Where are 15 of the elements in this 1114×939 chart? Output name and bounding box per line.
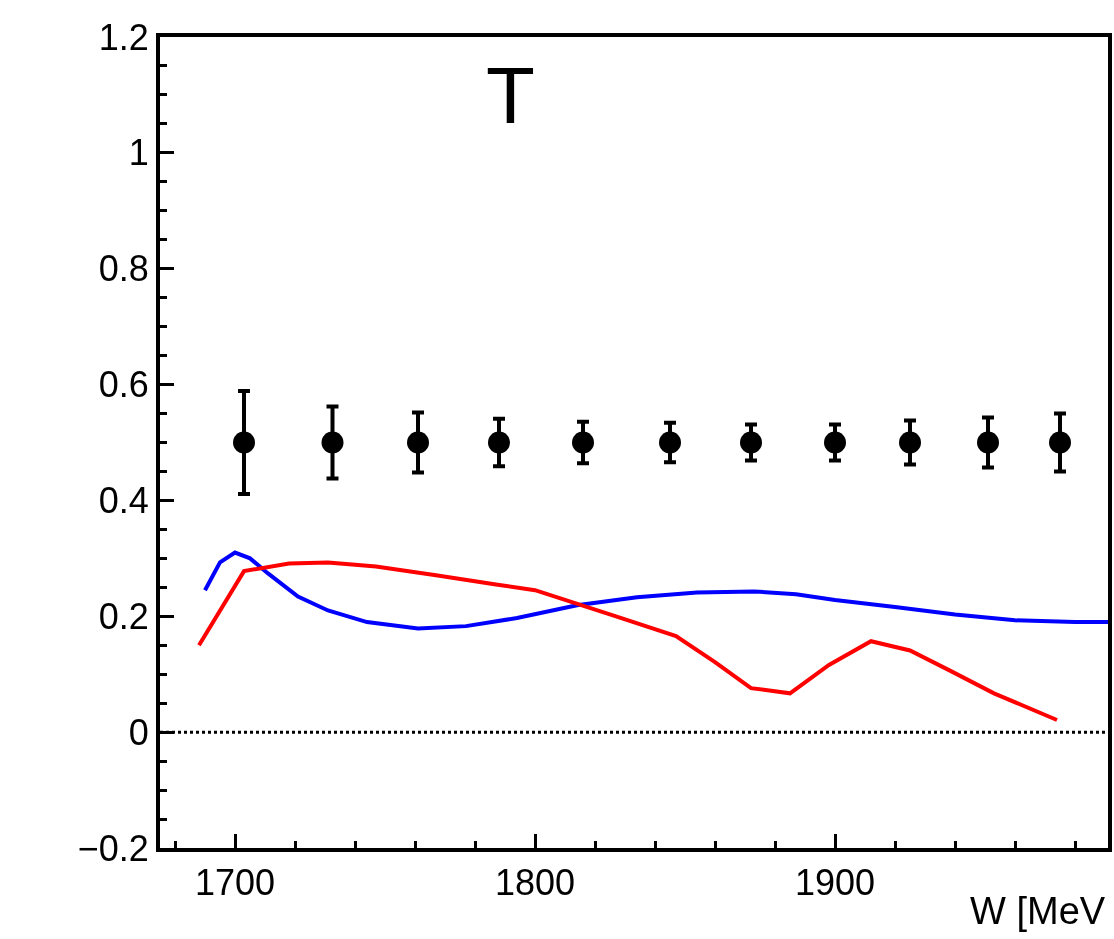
y-tick-label: 0.4 [98,480,149,522]
x-tick-label: 1800 [494,862,576,904]
line-series [203,550,1108,631]
chart-title: T [486,51,535,140]
x-axis-title: W [MeV [970,890,1106,932]
y-tick-label: 1.2 [98,16,149,58]
y-tick-label: −0.2 [77,827,149,869]
y-tick-label: 0 [128,711,149,753]
line-series [197,560,1059,722]
x-tick-label: 1900 [794,862,876,904]
y-tick-label: 1 [128,132,149,174]
y-tick-label: 0.8 [98,248,149,290]
y-tick-label: 0.2 [98,595,149,637]
x-tick-label: 1700 [194,862,276,904]
y-tick-label: 0.6 [98,364,149,406]
